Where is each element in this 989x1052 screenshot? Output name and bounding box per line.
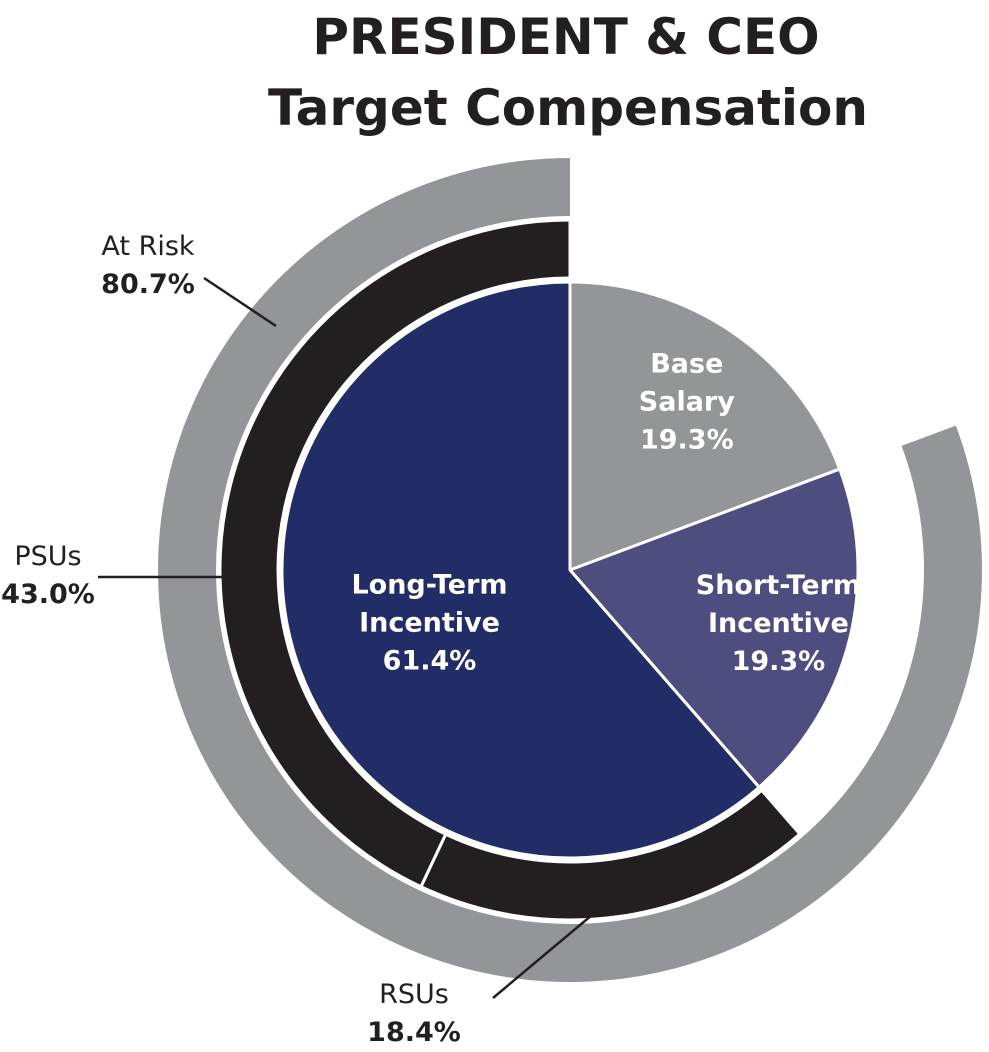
- at-risk-name-label: At Risk: [101, 231, 194, 262]
- ltip-vehicle-ring: [218, 218, 802, 922]
- chart-title: PRESIDENT & CEO Target Compensation: [268, 8, 868, 137]
- ring-segment-psus: [218, 218, 572, 889]
- leader-lines: [98, 276, 593, 999]
- slice-labels: Base Salary 19.3% Short-Term Incentive 19.3% L…: [351, 349, 861, 677]
- slice-value-base-salary: 19.3%: [640, 425, 734, 456]
- slice-name-short-term-incentive: Incentive: [708, 608, 849, 639]
- pie-slices: [280, 280, 860, 860]
- psus-name-label: PSUs: [14, 541, 81, 572]
- slice-name-base-salary: Salary: [639, 387, 735, 418]
- rsus-leader-line: [492, 914, 593, 999]
- pie-slice-short-term-incentive: [568, 467, 860, 789]
- at-risk-leader-line: [203, 276, 277, 328]
- psus-value-label: 43.0%: [1, 579, 95, 610]
- rsus-value-label: 18.4%: [367, 1017, 461, 1048]
- pie-slice-base-salary: [568, 280, 842, 572]
- slice-value-long-term-incentive: 61.4%: [383, 646, 477, 677]
- slice-name-short-term-incentive: Short-Term: [696, 570, 861, 601]
- title-line-2: Target Compensation: [268, 79, 868, 137]
- slice-name-long-term-incentive: Incentive: [359, 608, 500, 639]
- at-risk-value-label: 80.7%: [101, 269, 195, 300]
- slice-name-base-salary: Base: [650, 349, 723, 380]
- slice-name-long-term-incentive: Long-Term: [351, 570, 507, 601]
- slice-value-short-term-incentive: 19.3%: [732, 646, 826, 677]
- pie-slice-long-term-incentive: [280, 280, 761, 860]
- title-line-1: PRESIDENT & CEO: [312, 8, 819, 66]
- external-labels: At Risk 80.7% PSUs 43.0% RSUs 18.4%: [1, 231, 461, 1048]
- rsus-name-label: RSUs: [379, 979, 449, 1010]
